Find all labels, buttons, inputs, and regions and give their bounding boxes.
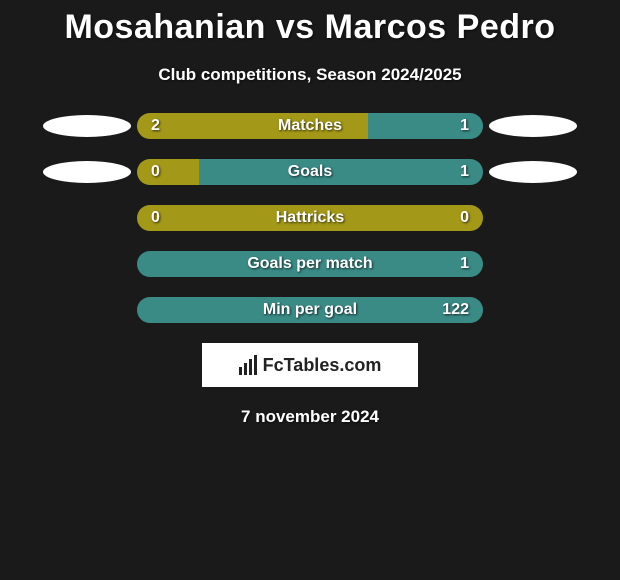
stat-value-left: 2	[151, 113, 160, 139]
player-right-avatar-slot	[483, 113, 583, 139]
player-right-avatar-slot	[483, 251, 583, 277]
stat-bar-label: Goals	[137, 159, 483, 185]
stat-bar: Min per goal122	[137, 297, 483, 323]
stat-bar: Matches2 1	[137, 113, 483, 139]
stat-value-right: 1	[460, 113, 469, 139]
player-right-avatar	[489, 161, 577, 183]
stat-row: Goals per match1	[0, 251, 620, 277]
date-line: 7 november 2024	[0, 407, 620, 427]
bar-chart-icon	[239, 355, 257, 375]
player-left-avatar-slot	[37, 113, 137, 139]
player-left-avatar-slot	[37, 205, 137, 231]
stat-bar: Hattricks0 0	[137, 205, 483, 231]
player-right-avatar	[489, 115, 577, 137]
stat-bar-label: Goals per match	[137, 251, 483, 277]
comparison-container: Mosahanian vs Marcos Pedro Club competit…	[0, 0, 620, 427]
stat-value-right: 1	[460, 251, 469, 277]
stat-value-left: 0	[151, 205, 160, 231]
player-left-avatar-slot	[37, 159, 137, 185]
stat-value-right: 1	[460, 159, 469, 185]
stat-value-right: 122	[442, 297, 469, 323]
stat-bar-label: Min per goal	[137, 297, 483, 323]
stat-row: Hattricks0 0	[0, 205, 620, 231]
stat-row: Matches2 1	[0, 113, 620, 139]
brand-text: FcTables.com	[263, 355, 382, 376]
subtitle: Club competitions, Season 2024/2025	[0, 65, 620, 85]
player-left-avatar-slot	[37, 251, 137, 277]
stat-bar: Goals0 1	[137, 159, 483, 185]
page-title: Mosahanian vs Marcos Pedro	[0, 8, 620, 47]
stat-rows: Matches21Goals01Hattricks00Goals per mat…	[0, 113, 620, 323]
player-left-avatar	[43, 115, 131, 137]
player-right-avatar-slot	[483, 205, 583, 231]
stat-value-right: 0	[460, 205, 469, 231]
player-left-avatar-slot	[37, 297, 137, 323]
player-left-avatar	[43, 161, 131, 183]
stat-row: Min per goal122	[0, 297, 620, 323]
stat-bar: Goals per match1	[137, 251, 483, 277]
brand-box: FcTables.com	[202, 343, 418, 387]
stat-bar-label: Matches	[137, 113, 483, 139]
stat-row: Goals0 1	[0, 159, 620, 185]
stat-bar-label: Hattricks	[137, 205, 483, 231]
player-right-avatar-slot	[483, 297, 583, 323]
player-right-avatar-slot	[483, 159, 583, 185]
stat-value-left: 0	[151, 159, 160, 185]
